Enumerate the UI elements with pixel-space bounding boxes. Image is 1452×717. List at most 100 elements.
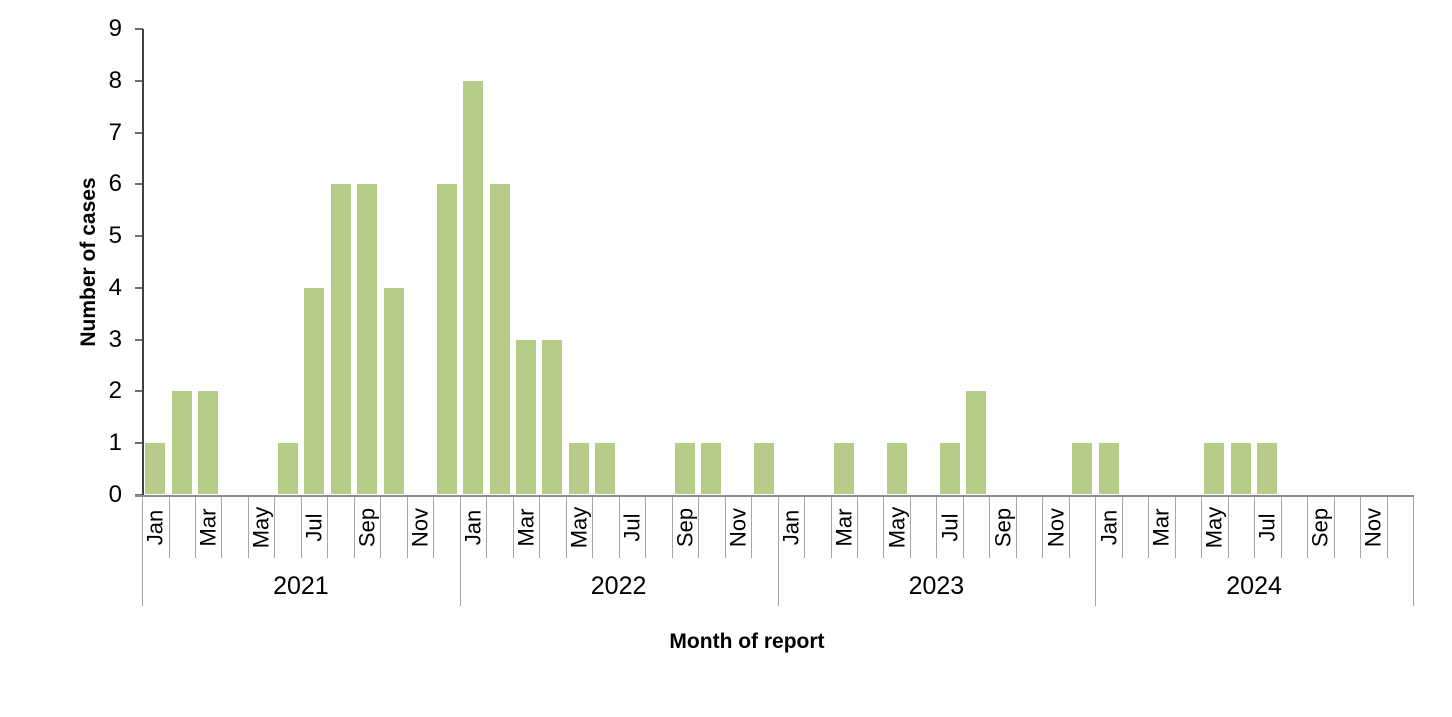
- y-tick-label-0: 0: [108, 481, 122, 508]
- bar-2024-jan: [1098, 443, 1119, 494]
- month-separator: [1068, 497, 1070, 558]
- y-tick-mark-1: [135, 442, 143, 445]
- bar-2023-jul: [939, 443, 960, 494]
- y-tick-mark-3: [135, 338, 143, 341]
- month-separator: [327, 497, 329, 558]
- month-separator: [909, 497, 911, 558]
- year-label-2021: 2021: [273, 572, 329, 600]
- y-tick-mark-9: [135, 28, 143, 30]
- y-tick-label-9: 9: [108, 15, 122, 42]
- bar-2022-jun: [595, 443, 616, 494]
- bar-2024-jun: [1230, 443, 1251, 494]
- bar-2021-dec: [436, 184, 457, 494]
- month-separator: [856, 497, 858, 558]
- month-label-2024-nov: Nov: [1360, 507, 1386, 548]
- y-tick-label-8: 8: [108, 66, 122, 94]
- bar-2022-mar: [515, 339, 536, 494]
- year-separator: [459, 497, 461, 606]
- month-label-2021-may: May: [248, 506, 274, 549]
- y-tick-mark-8: [135, 79, 143, 82]
- month-label-2024-jan: Jan: [1096, 509, 1121, 546]
- month-label-2023-jan: Jan: [778, 509, 804, 546]
- month-separator: [1015, 497, 1017, 558]
- y-axis-title: Number of cases: [77, 177, 100, 347]
- bar-2022-dec: [754, 443, 775, 494]
- month-separator: [592, 497, 594, 558]
- y-tick-label-4: 4: [108, 273, 122, 301]
- y-tick-label-7: 7: [108, 118, 122, 146]
- month-separator: [698, 497, 700, 558]
- month-separator: [1386, 497, 1388, 558]
- month-separator: [433, 497, 435, 558]
- bar-2021-mar: [198, 391, 219, 494]
- month-separator: [565, 497, 567, 558]
- month-separator: [1280, 497, 1282, 558]
- y-axis-line: [142, 29, 144, 496]
- bar-2022-may: [568, 443, 589, 494]
- month-label-2022-may: May: [566, 506, 592, 549]
- month-label-2024-may: May: [1201, 506, 1227, 549]
- month-label-2021-jan: Jan: [142, 509, 168, 546]
- month-label-2021-jul: Jul: [301, 513, 327, 542]
- month-separator: [221, 497, 223, 558]
- month-label-2021-mar: Mar: [195, 508, 221, 547]
- bar-2023-may: [886, 443, 907, 494]
- month-label-2022-nov: Nov: [725, 507, 751, 548]
- month-label-2024-sep: Sep: [1307, 507, 1333, 548]
- month-separator: [1148, 497, 1150, 558]
- month-separator: [300, 497, 302, 558]
- year-separator: [777, 497, 779, 606]
- month-label-2024-jul: Jul: [1254, 513, 1280, 542]
- month-label-2022-jan: Jan: [460, 509, 486, 546]
- month-label-2021-nov: Nov: [407, 507, 433, 548]
- month-separator: [1042, 497, 1044, 558]
- month-label-2021-sep: Sep: [354, 507, 380, 548]
- month-separator: [989, 497, 991, 558]
- month-separator: [512, 497, 514, 558]
- month-label-2023-may: May: [884, 506, 910, 549]
- month-separator: [1307, 497, 1309, 558]
- bar-2024-may: [1204, 443, 1225, 494]
- bar-2024-jul: [1257, 443, 1278, 494]
- bar-2021-oct: [383, 287, 404, 494]
- y-tick-label-6: 6: [108, 170, 122, 198]
- month-label-2023-mar: Mar: [831, 508, 857, 547]
- month-separator: [724, 497, 726, 558]
- month-separator: [1201, 497, 1203, 558]
- month-separator: [1333, 497, 1335, 558]
- bar-2022-sep: [674, 443, 695, 494]
- month-separator: [645, 497, 647, 558]
- month-separator: [274, 497, 276, 558]
- bar-2022-apr: [542, 339, 563, 494]
- month-label-2022-jul: Jul: [619, 513, 645, 542]
- month-separator: [618, 497, 620, 558]
- y-tick-label-1: 1: [108, 429, 122, 457]
- month-label-2024-mar: Mar: [1148, 508, 1174, 547]
- y-tick-label-5: 5: [108, 222, 122, 250]
- month-separator: [353, 497, 355, 558]
- month-separator: [1174, 497, 1176, 558]
- month-separator: [751, 497, 752, 558]
- bar-2021-jul: [304, 287, 325, 494]
- year-label-2022: 2022: [590, 572, 647, 600]
- y-tick-label-2: 2: [108, 377, 122, 405]
- bar-2023-aug: [966, 391, 987, 494]
- y-tick-mark-4: [135, 286, 143, 289]
- month-separator: [1254, 497, 1256, 558]
- year-separator: [1413, 497, 1414, 606]
- year-separator: [142, 497, 143, 606]
- month-separator: [962, 497, 964, 558]
- bar-2023-dec: [1072, 443, 1092, 494]
- year-label-2024: 2024: [1226, 572, 1282, 600]
- y-tick-label-3: 3: [108, 325, 122, 353]
- month-separator: [406, 497, 408, 558]
- bar-2021-feb: [171, 391, 192, 494]
- month-separator: [883, 497, 885, 558]
- month-separator: [1227, 497, 1229, 558]
- month-label-2023-jul: Jul: [937, 513, 963, 542]
- month-separator: [168, 497, 170, 558]
- y-tick-mark-7: [135, 131, 143, 134]
- bar-2021-jan: [145, 443, 166, 494]
- bar-2022-jan: [463, 80, 483, 494]
